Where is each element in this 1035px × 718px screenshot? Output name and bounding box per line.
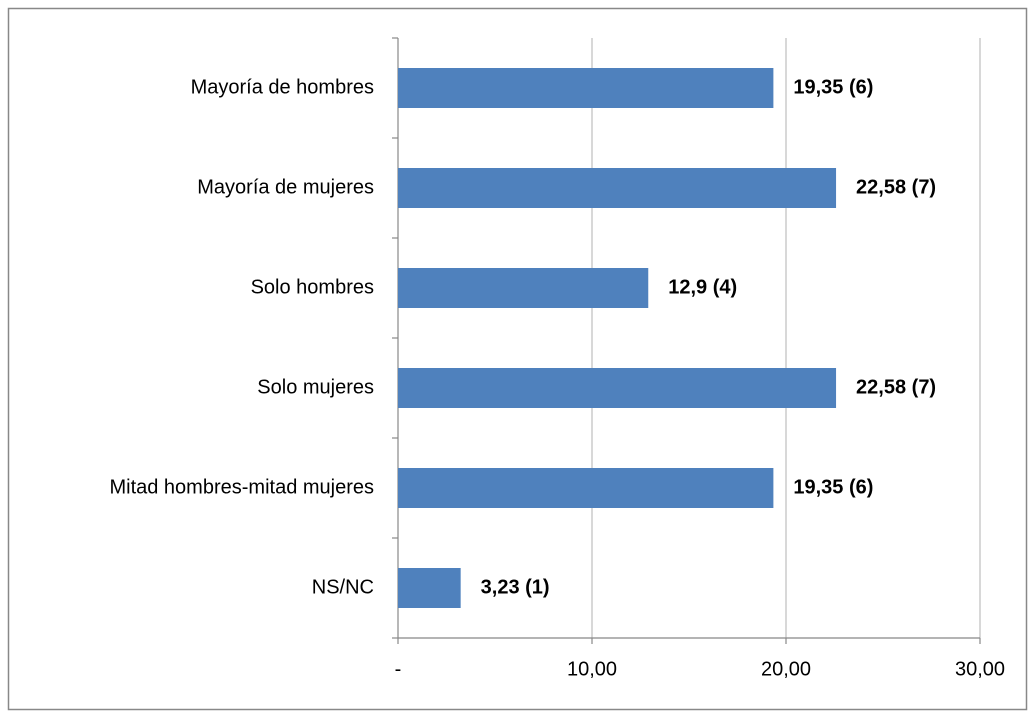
bar [398, 268, 649, 308]
bar [398, 568, 461, 608]
bar [398, 368, 837, 408]
value-label: 12,9 (4) [668, 276, 737, 298]
value-label: 19,35 (6) [793, 76, 873, 98]
y-tick-label: Solo hombres [251, 276, 374, 298]
value-label: 19,35 (6) [793, 476, 873, 498]
y-tick-label: Solo mujeres [257, 376, 374, 398]
y-tick-label: Mayoría de hombres [191, 76, 374, 98]
x-tick-label: 30,00 [955, 658, 1005, 680]
value-label: 3,23 (1) [481, 576, 550, 598]
bar [398, 468, 774, 508]
y-tick-label: Mitad hombres-mitad mujeres [109, 476, 374, 498]
bar [398, 68, 774, 108]
x-tick-label: 20,00 [761, 658, 811, 680]
value-label: 22,58 (7) [856, 376, 936, 398]
bar [398, 168, 837, 208]
chart-frame [7, 7, 1028, 711]
x-tick-label: 10,00 [567, 658, 617, 680]
x-tick-label: - [395, 658, 402, 680]
y-tick-label: Mayoría de mujeres [197, 176, 374, 198]
value-label: 22,58 (7) [856, 176, 936, 198]
y-tick-label: NS/NC [312, 576, 374, 598]
